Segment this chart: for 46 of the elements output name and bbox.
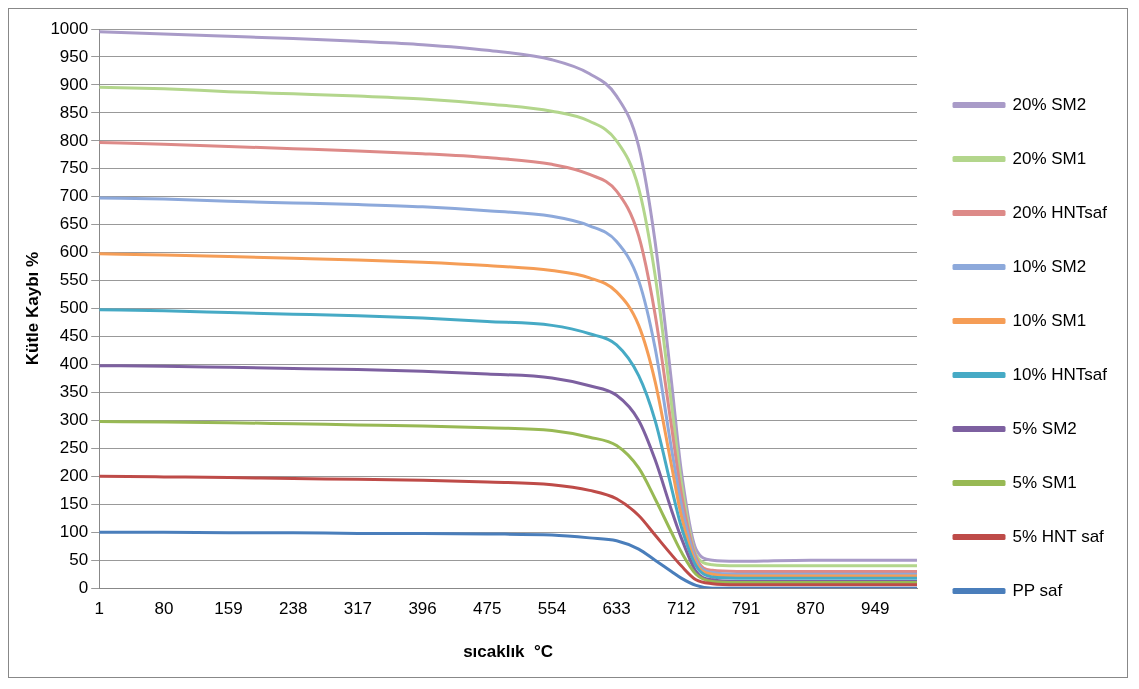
legend-label: 20% SM2 bbox=[1012, 94, 1087, 114]
y-tick-label: 450 bbox=[59, 326, 89, 346]
y-tick-label: 200 bbox=[59, 466, 89, 486]
x-tick-label: 159 bbox=[214, 599, 243, 619]
y-tick-label: 950 bbox=[59, 46, 89, 66]
legend-label: 10% SM2 bbox=[1012, 256, 1087, 276]
x-axis-title: sıcaklık °C bbox=[463, 642, 554, 662]
y-tick-label: 850 bbox=[59, 102, 89, 122]
y-tick-label: 800 bbox=[59, 130, 89, 150]
y-tick-label: 650 bbox=[59, 214, 89, 234]
y-tick-label: 100 bbox=[59, 521, 89, 541]
legend-label: 5% SM2 bbox=[1012, 418, 1077, 438]
y-tick-label: 50 bbox=[69, 549, 89, 569]
x-tick-label: 1 bbox=[94, 599, 104, 619]
x-tick-label: 238 bbox=[279, 599, 308, 619]
y-tick-label: 400 bbox=[59, 354, 89, 374]
x-tick-label: 554 bbox=[537, 599, 567, 619]
y-tick-label: 300 bbox=[59, 410, 89, 430]
legend-label: 5% SM1 bbox=[1012, 472, 1077, 492]
x-tick-label: 949 bbox=[861, 599, 890, 619]
y-tick-label: 350 bbox=[59, 382, 89, 402]
y-tick-label: 150 bbox=[59, 494, 89, 514]
legend-label: PP saf bbox=[1012, 580, 1063, 600]
y-axis-title: Kütle Kaybı % bbox=[22, 251, 42, 366]
y-tick-label: 900 bbox=[59, 74, 89, 94]
x-tick-label: 80 bbox=[154, 599, 174, 619]
y-tick-label: 500 bbox=[59, 298, 89, 318]
y-tick-label: 250 bbox=[59, 438, 89, 458]
x-tick-label: 475 bbox=[473, 599, 502, 619]
x-tick-label: 791 bbox=[731, 599, 761, 619]
y-tick-label: 600 bbox=[59, 242, 89, 262]
y-tick-label: 700 bbox=[59, 186, 89, 206]
x-tick-label: 712 bbox=[667, 599, 696, 619]
legend-label: 10% SM1 bbox=[1012, 310, 1087, 330]
y-tick-label: 0 bbox=[78, 577, 89, 597]
legend-label: 20% SM1 bbox=[1012, 148, 1087, 168]
y-tick-label: 750 bbox=[59, 158, 89, 178]
y-tick-label: 550 bbox=[59, 270, 89, 290]
x-tick-label: 317 bbox=[343, 599, 373, 619]
y-tick-label: 1000 bbox=[50, 18, 89, 38]
legend-label: 20% HNTsaf bbox=[1012, 202, 1108, 222]
x-tick-label: 870 bbox=[796, 599, 825, 619]
x-tick-label: 633 bbox=[602, 599, 631, 619]
legend-label: 10% HNTsaf bbox=[1012, 364, 1108, 384]
legend-label: 5% HNT saf bbox=[1012, 526, 1105, 546]
x-tick-label: 396 bbox=[408, 599, 437, 619]
